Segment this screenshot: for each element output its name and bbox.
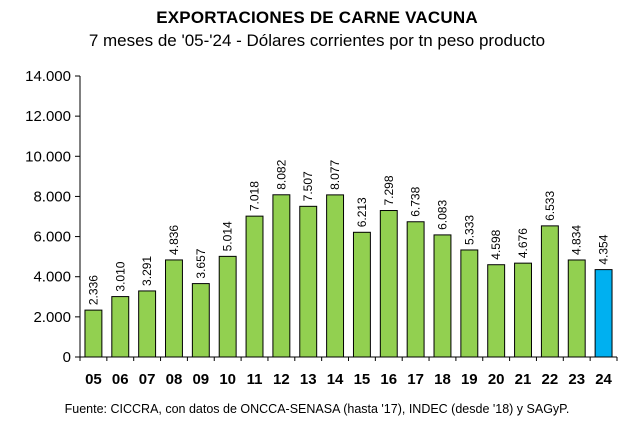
bar-07 <box>138 290 157 358</box>
data-label-15: 6.213 <box>355 197 369 227</box>
data-label-20: 4.598 <box>489 229 503 259</box>
bar-12 <box>272 194 291 358</box>
bar-09 <box>191 283 210 358</box>
x-tick-label-16: 16 <box>380 371 397 388</box>
bar-16 <box>379 210 398 358</box>
data-label-13: 7.507 <box>301 171 315 201</box>
data-label-24: 4.354 <box>597 234 611 264</box>
y-tick-label: 2.000 <box>33 309 71 326</box>
bar-14 <box>326 194 345 358</box>
x-tick-label-05: 05 <box>85 371 102 388</box>
data-label-23: 4.834 <box>570 225 584 255</box>
bar-11 <box>245 215 264 358</box>
bar-18 <box>433 234 452 358</box>
bar-15 <box>352 231 371 358</box>
data-label-06: 3.010 <box>113 261 127 291</box>
x-tick-label-15: 15 <box>354 371 371 388</box>
bars <box>84 194 613 358</box>
chart-title: EXPORTACIONES DE CARNE VACUNA <box>156 8 478 27</box>
y-axis: 0 2.000 4.000 6.000 8.000 10.000 12.000 14.000 <box>25 68 81 366</box>
x-axis: 05 06 07 08 09 10 11 12 13 14 15 16 17 18 19 20 21 22 23 24 <box>79 356 618 388</box>
x-tick-label-22: 22 <box>542 371 559 388</box>
data-label-08: 4.836 <box>167 225 181 255</box>
y-tick-label: 4.000 <box>33 269 71 286</box>
bar-22 <box>540 225 559 358</box>
bar-05 <box>84 309 103 358</box>
x-tick-label-20: 20 <box>488 371 505 388</box>
data-label-17: 6.738 <box>409 186 423 216</box>
y-tick-label: 10.000 <box>25 148 71 165</box>
x-tick-label-13: 13 <box>300 371 317 388</box>
data-label-05: 2.336 <box>86 275 100 305</box>
y-tick-label: 0 <box>63 349 71 366</box>
x-tick-label-12: 12 <box>273 371 290 388</box>
x-tick-label-08: 08 <box>166 371 183 388</box>
data-label-07: 3.291 <box>140 256 154 286</box>
bar-13 <box>299 205 318 358</box>
data-labels: 2.336 3.010 3.291 4.836 3.657 5.014 7.018 8.082… <box>86 159 610 305</box>
y-tick-label: 8.000 <box>33 188 71 205</box>
x-tick-label-07: 07 <box>139 371 156 388</box>
data-label-14: 8.077 <box>328 160 342 190</box>
x-tick-label-19: 19 <box>461 371 478 388</box>
x-tick-label-06: 06 <box>112 371 129 388</box>
data-label-22: 6.533 <box>543 191 557 221</box>
bar-21 <box>514 262 532 358</box>
x-tick-label-21: 21 <box>515 371 532 388</box>
bar-10 <box>218 255 237 358</box>
bar-24 <box>594 269 613 358</box>
chart-subtitle: 7 meses de '05-'24 - Dólares corrientes … <box>88 31 546 50</box>
x-tick-label-24: 24 <box>595 371 612 388</box>
bar-06 <box>111 296 130 358</box>
data-label-12: 8.082 <box>274 159 288 189</box>
x-tick-label-14: 14 <box>327 371 344 388</box>
bar-20 <box>487 264 506 358</box>
data-label-11: 7.018 <box>248 181 262 211</box>
x-tick-label-11: 11 <box>247 371 263 388</box>
data-label-18: 6.083 <box>435 200 449 230</box>
data-label-10: 5.014 <box>221 221 235 251</box>
x-tick-label-18: 18 <box>434 371 451 388</box>
bar-23 <box>567 259 586 358</box>
x-tick-label-23: 23 <box>568 371 585 388</box>
y-tick-label: 12.000 <box>25 108 71 125</box>
bar-08 <box>165 259 183 358</box>
chart-source: Fuente: CICCRA, con datos de ONCCA-SENAS… <box>64 402 570 416</box>
x-tick-label-09: 09 <box>192 371 209 388</box>
bar-17 <box>406 221 425 358</box>
y-tick-label: 6.000 <box>33 229 71 246</box>
data-label-21: 4.676 <box>516 228 530 258</box>
data-label-16: 7.298 <box>382 175 396 205</box>
x-tick-label-10: 10 <box>219 371 236 388</box>
x-tick-label-17: 17 <box>407 371 424 388</box>
data-label-09: 3.657 <box>194 248 208 278</box>
data-label-19: 5.333 <box>462 215 476 245</box>
bar-19 <box>460 249 479 358</box>
y-tick-label: 14.000 <box>25 68 71 85</box>
